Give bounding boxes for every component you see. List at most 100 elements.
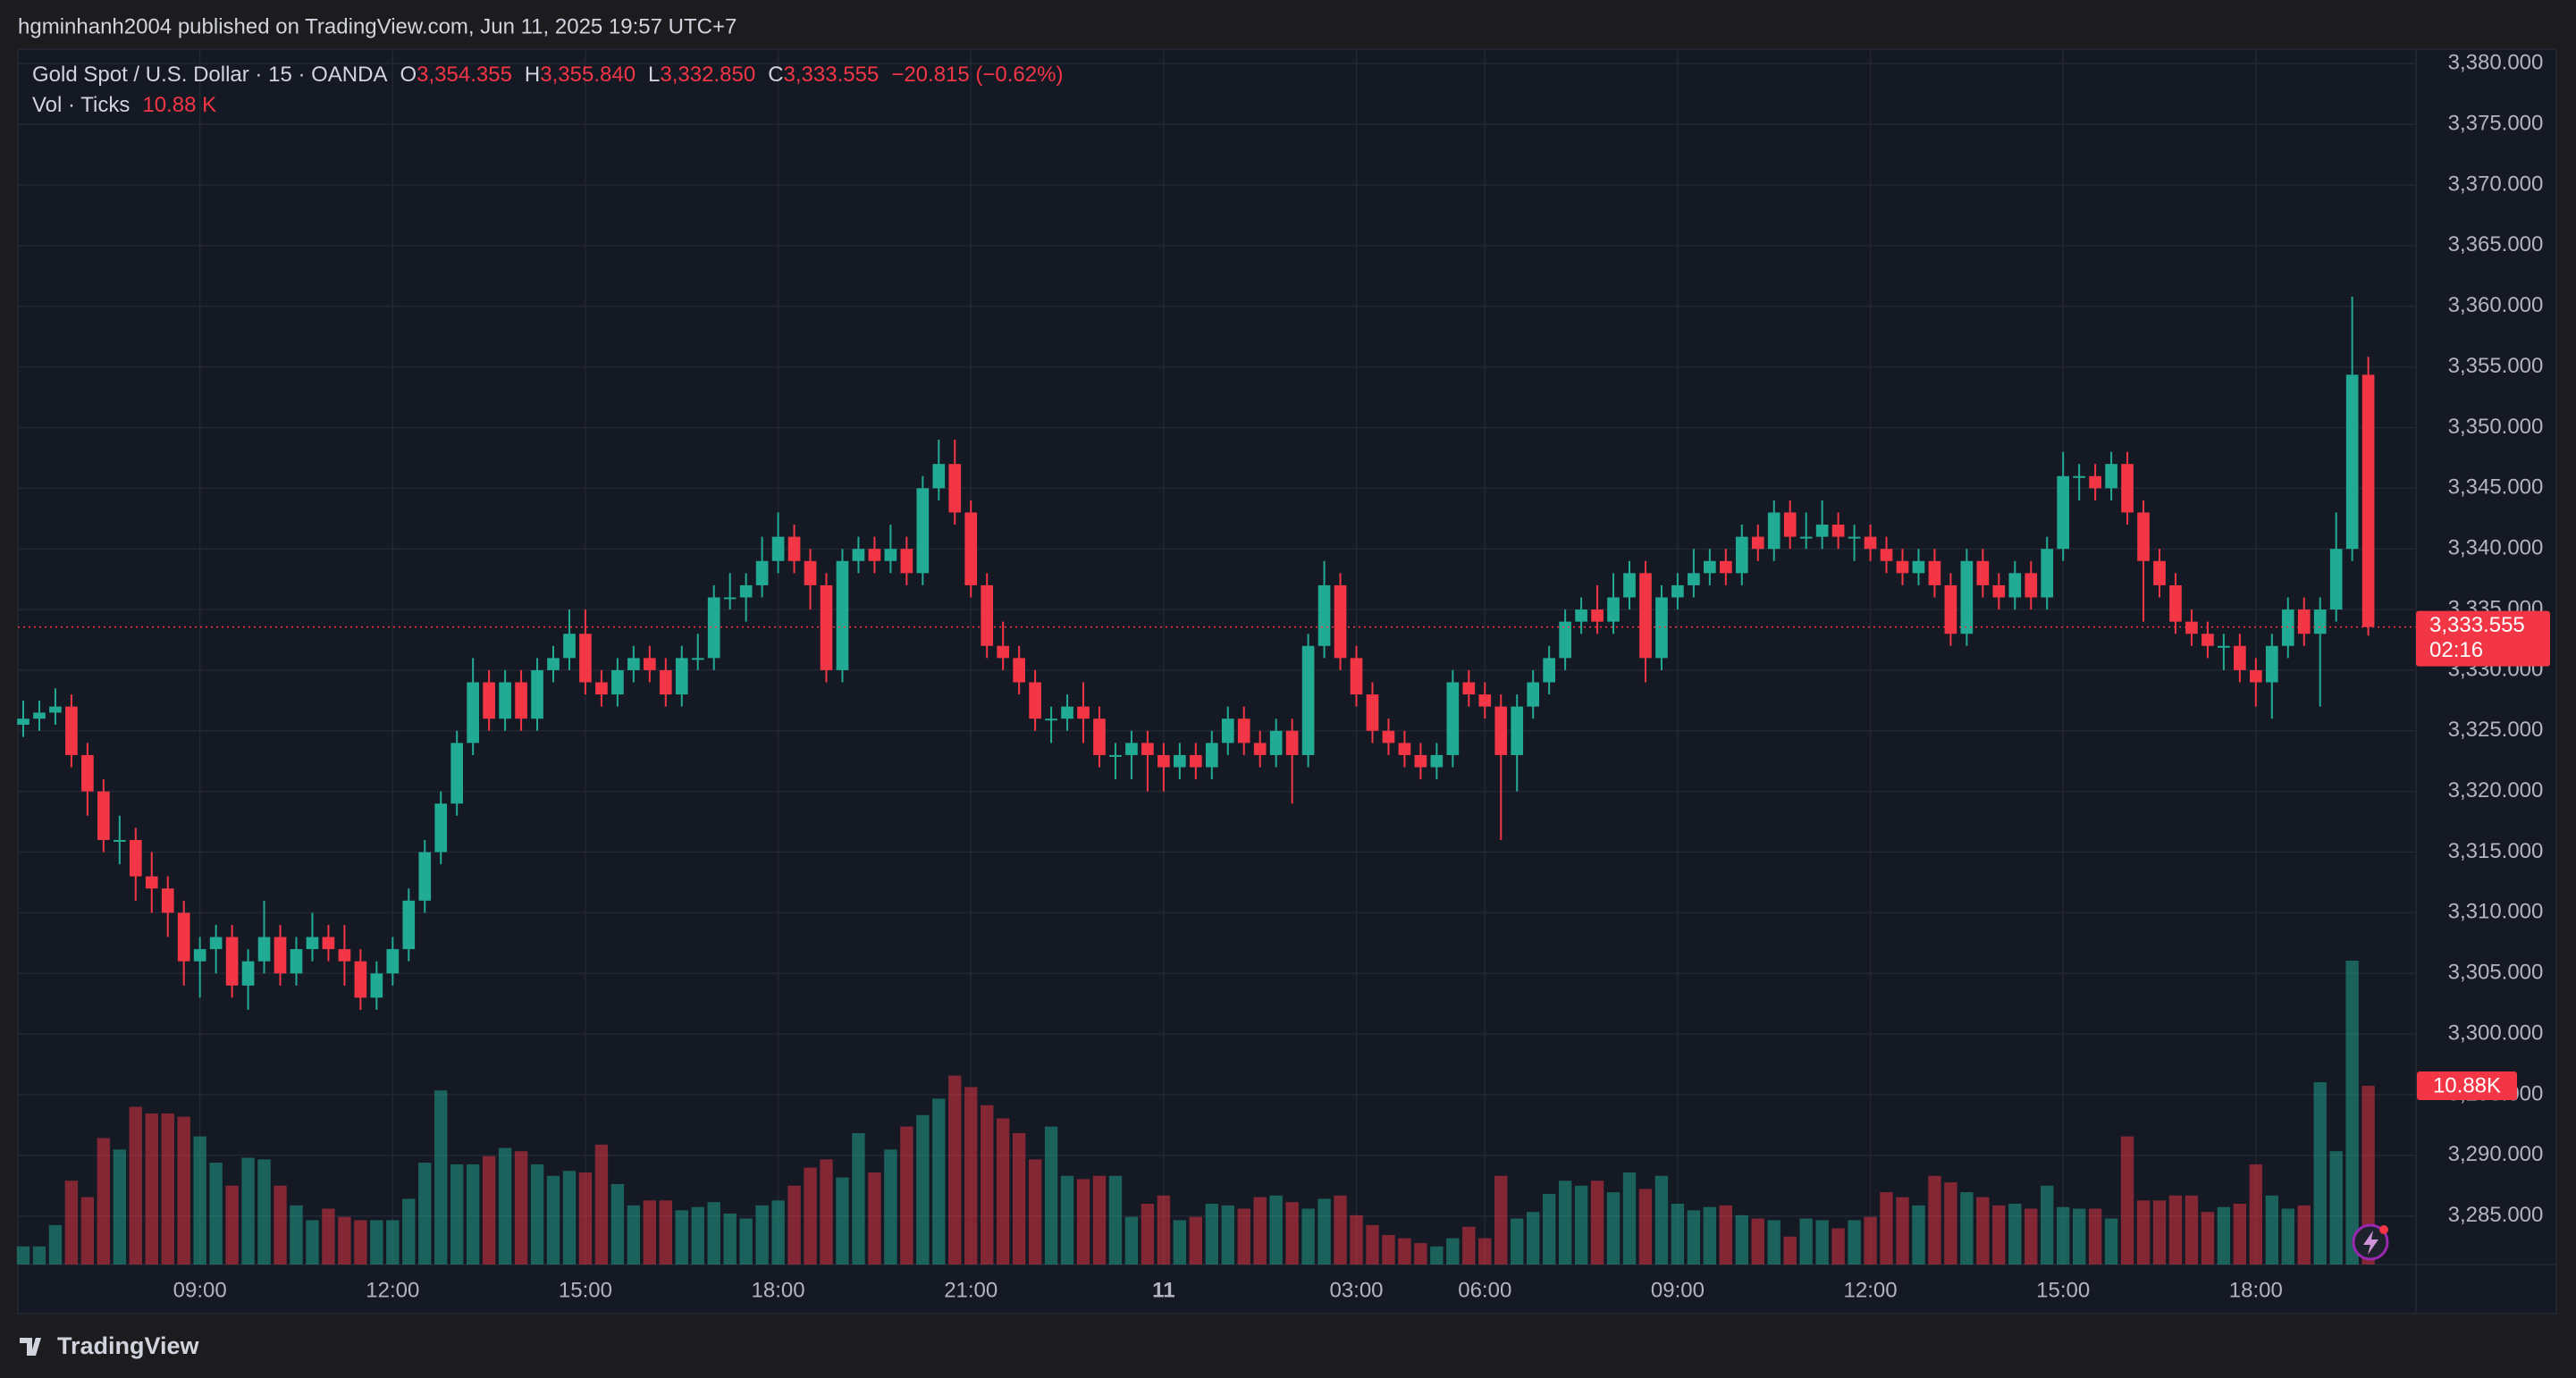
volume-bar: [225, 1185, 239, 1265]
candle-body: [2025, 573, 2038, 598]
candle-body: [2234, 645, 2246, 670]
candle-body: [611, 669, 624, 695]
candle-body: [1880, 549, 1893, 561]
volume-bar: [675, 1210, 688, 1265]
last-price-box: [2416, 610, 2550, 667]
y-tick-label: 3,325.000: [2448, 718, 2544, 742]
volume-bar: [2281, 1208, 2294, 1265]
y-tick-label: 3,360.000: [2448, 293, 2544, 317]
y-tick-label: 3,305.000: [2448, 961, 2544, 985]
candle-body: [836, 560, 849, 670]
y-tick-label: 3,350.000: [2448, 415, 2544, 439]
candle-body: [2008, 573, 2022, 598]
volume-bar: [2249, 1164, 2263, 1265]
candle-body: [964, 512, 978, 585]
candle-body: [1350, 658, 1363, 695]
axes: 3,285.0003,290.0003,295.0003,300.0003,30…: [18, 51, 2550, 1302]
candle-body: [241, 961, 255, 986]
x-tick-label: 15:00: [559, 1278, 612, 1302]
volume-bar: [1430, 1246, 1444, 1265]
volume-bar: [1944, 1182, 1957, 1265]
candle-body: [483, 682, 495, 719]
change: −20.815 (−0.62%): [891, 63, 1063, 87]
candle-body: [2313, 609, 2327, 634]
candle-body: [370, 973, 383, 998]
volume-bar: [386, 1220, 400, 1265]
candle-body: [434, 803, 448, 853]
candle-body: [1093, 718, 1106, 755]
volume-bar: [193, 1136, 206, 1265]
y-tick-label: 3,310.000: [2448, 900, 2544, 924]
candle-body: [354, 961, 367, 998]
volume-bar: [32, 1246, 46, 1265]
candle-body: [161, 888, 174, 913]
volume-bar: [2217, 1206, 2231, 1265]
volume-bar: [1141, 1204, 1155, 1265]
candle-body: [2105, 464, 2117, 489]
volume-bar: [2041, 1185, 2054, 1265]
candle-body: [739, 584, 753, 598]
volume-bar: [755, 1205, 769, 1265]
candle-body: [515, 682, 527, 719]
candle-body: [1269, 730, 1283, 755]
candle-body: [225, 937, 239, 986]
volume-bar: [338, 1216, 351, 1265]
volume-bar: [241, 1157, 255, 1265]
candle-body: [33, 712, 46, 719]
volume-bar: [996, 1118, 1010, 1265]
ohlc-value: 3,333.555: [784, 63, 880, 87]
volume-bar: [1992, 1205, 2006, 1265]
candle-body: [1559, 621, 1571, 659]
candle-body: [981, 584, 994, 646]
candle-body: [1864, 536, 1877, 550]
volume-bar: [1334, 1195, 1347, 1265]
volume-bar: [2265, 1195, 2278, 1265]
x-tick-label: 18:00: [752, 1278, 805, 1302]
ohlc-value: 3,354.355: [417, 63, 512, 87]
brand-logo-dot: [35, 1338, 40, 1343]
candle-body: [1783, 512, 1797, 537]
candle-body: [1944, 584, 1957, 634]
volume-bar: [1076, 1179, 1090, 1265]
candle-body: [1141, 743, 1154, 755]
volume-bar: [1590, 1181, 1604, 1265]
candles: [17, 296, 2375, 1010]
volume-bar: [2136, 1200, 2151, 1265]
candle-body: [1655, 597, 1668, 659]
brand: TradingView: [20, 1332, 200, 1359]
candle-body: [1767, 512, 1780, 550]
candle-body: [338, 949, 351, 962]
volume-bar: [1751, 1218, 1764, 1265]
volume-bar: [1157, 1195, 1171, 1265]
volume-bar: [578, 1172, 593, 1265]
volume-pane: [16, 961, 2375, 1265]
candle-body: [306, 937, 319, 950]
volume-bar: [2233, 1204, 2247, 1265]
volume-bar: [209, 1163, 223, 1265]
volume-bar: [1719, 1205, 1733, 1265]
candle-body: [948, 464, 962, 513]
candle-body: [1719, 560, 1732, 574]
candle-body: [1462, 682, 1476, 695]
volume-bar: [2345, 961, 2359, 1265]
volume-bar: [2297, 1205, 2311, 1265]
volume-bar: [1205, 1204, 1218, 1265]
candle-body: [1221, 718, 1234, 744]
volume-bar: [322, 1208, 335, 1265]
candle-body: [1237, 718, 1250, 744]
volume-bar: [64, 1181, 79, 1265]
x-tick-label: 09:00: [1651, 1278, 1705, 1302]
volume-bar: [1092, 1175, 1107, 1265]
legend: Gold Spot / U.S. Dollar · 15 · OANDA O3,3…: [32, 63, 1063, 117]
volume-bar: [1638, 1189, 1653, 1265]
volume-bar: [2185, 1195, 2199, 1265]
volume-bar: [1028, 1159, 1042, 1265]
candle-body: [418, 852, 432, 901]
candle-body: [467, 682, 479, 744]
candle-body: [1623, 573, 1636, 598]
candle-body: [1158, 754, 1170, 768]
candle-body: [2265, 645, 2278, 683]
volume-bar: [1767, 1220, 1780, 1265]
volume-bar: [482, 1155, 496, 1265]
candle-body: [547, 658, 560, 670]
